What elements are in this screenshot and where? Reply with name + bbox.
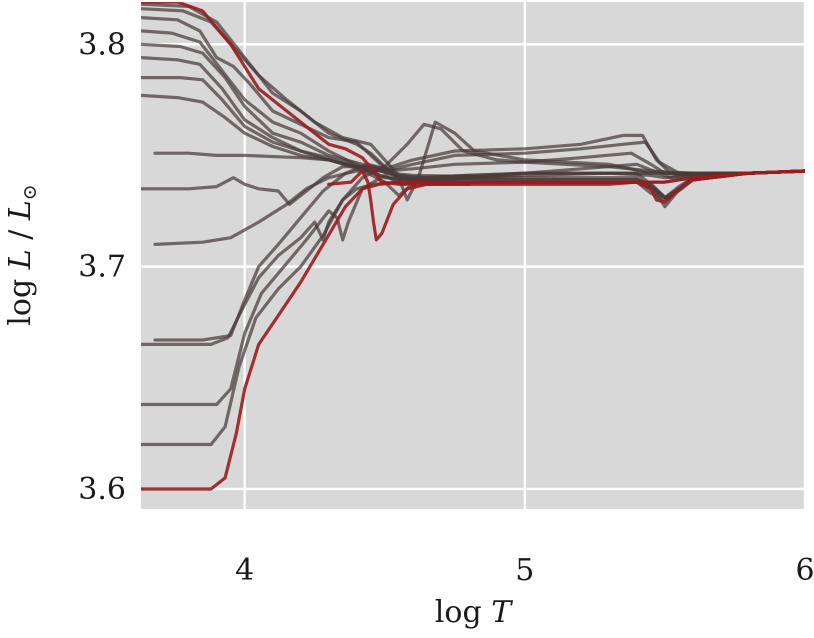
series-line-2 xyxy=(141,2,805,204)
series-line-3 xyxy=(327,169,471,242)
series-line-13 xyxy=(141,165,805,206)
x-tick-label: 4 xyxy=(235,553,254,588)
plot-background xyxy=(141,2,805,509)
series-line-8 xyxy=(141,42,805,177)
series-line-1 xyxy=(141,169,805,491)
x-tick-label: 6 xyxy=(795,553,814,588)
series-layer xyxy=(141,2,805,491)
y-axis-label: log L / L⊙ xyxy=(3,184,41,325)
y-tick-labels: 3.6 3.7 3.8 xyxy=(78,27,126,507)
x-tick-labels: 4 5 6 xyxy=(235,553,814,588)
y-tick-label: 3.7 xyxy=(78,250,126,285)
y-tick-label: 3.6 xyxy=(78,472,126,507)
y-tick-label: 3.8 xyxy=(78,27,126,62)
x-tick-label: 5 xyxy=(515,553,534,588)
grid-lines xyxy=(141,2,807,509)
series-line-9 xyxy=(141,56,805,175)
x-axis-label: log T xyxy=(435,595,513,630)
